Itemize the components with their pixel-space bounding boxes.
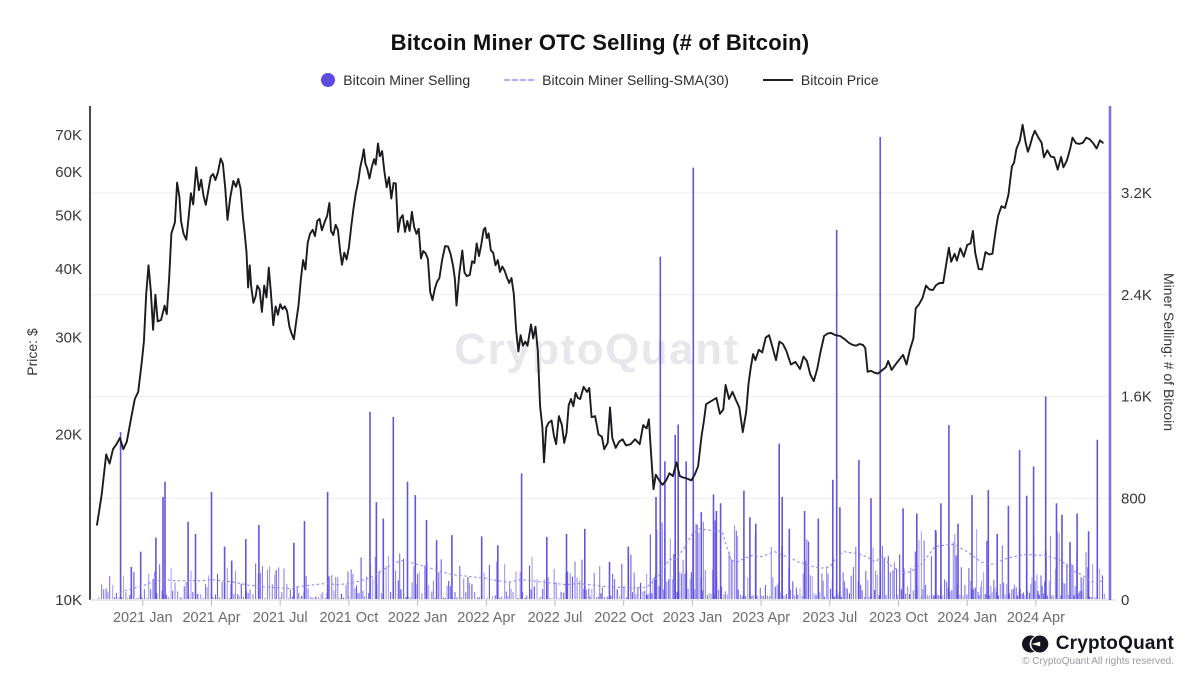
x-tick-label: 2022 Jul (528, 610, 583, 626)
selling-tick-label: 1.6K (1121, 389, 1152, 406)
price-tick-label: 30K (55, 330, 82, 347)
legend-item-sma30[interactable]: Bitcoin Miner Selling-SMA(30) (504, 72, 729, 88)
x-tick-label: 2022 Apr (457, 610, 515, 626)
legend-item-miner-selling[interactable]: Bitcoin Miner Selling (321, 72, 470, 88)
x-tick-label: 2023 Jan (663, 610, 723, 626)
cryptoquant-logo-icon (1021, 635, 1048, 653)
legend-label-sma30: Bitcoin Miner Selling-SMA(30) (542, 72, 729, 88)
chart-title: Bitcoin Miner OTC Selling (# of Bitcoin) (390, 30, 810, 55)
price-line (96, 123, 1104, 526)
x-tick-label: 2021 Oct (319, 610, 378, 626)
copyright-text: © CryptoQuant All rights reserved. (1022, 656, 1174, 667)
footer-branding: CryptoQuant © CryptoQuant All rights res… (1021, 633, 1174, 667)
right-axis-title: Miner Selling: # of Bitcoin (1161, 273, 1177, 431)
x-tick-label: 2021 Apr (182, 610, 240, 626)
x-tick-label: 2022 Jan (388, 610, 448, 626)
chart-legend: Bitcoin Miner Selling Bitcoin Miner Sell… (0, 72, 1200, 88)
legend-item-bitcoin-price[interactable]: Bitcoin Price (762, 72, 879, 88)
sma-line (119, 528, 1103, 593)
x-tick-label: 2023 Jul (802, 610, 857, 626)
watermark-text: CryptoQuant (454, 325, 739, 374)
price-tick-label: 10K (55, 592, 82, 609)
x-tick-label: 2023 Apr (732, 610, 790, 626)
selling-bars-major (119, 137, 1099, 599)
selling-bars-minor (98, 520, 1105, 599)
price-tick-label: 60K (55, 164, 82, 181)
selling-tick-label: 3.2K (1121, 185, 1152, 202)
selling-tick-label: 800 (1121, 490, 1146, 507)
price-tick-label: 20K (55, 426, 82, 443)
legend-dot-icon (321, 73, 336, 87)
x-tick-label: 2021 Jul (253, 610, 308, 626)
price-tick-label: 70K (55, 127, 82, 144)
x-tick-label: 2024 Apr (1007, 610, 1065, 626)
legend-label-miner-selling: Bitcoin Miner Selling (343, 72, 471, 88)
x-tick-label: 2023 Oct (869, 610, 928, 626)
legend-dashed-line-icon (504, 79, 535, 81)
x-tick-label: 2022 Oct (594, 610, 653, 626)
legend-label-bitcoin-price: Bitcoin Price (800, 72, 879, 88)
legend-solid-line-icon (762, 79, 793, 81)
x-tick-label: 2021 Jan (113, 610, 173, 626)
price-tick-label: 40K (55, 261, 82, 278)
selling-tick-label: 2.4K (1121, 287, 1152, 304)
left-axis-title: Price: $ (24, 328, 40, 376)
selling-tick-label: 0 (1121, 592, 1129, 609)
price-tick-label: 50K (55, 208, 82, 225)
brand-name: CryptoQuant (1055, 633, 1174, 654)
x-tick-label: 2024 Jan (937, 610, 997, 626)
